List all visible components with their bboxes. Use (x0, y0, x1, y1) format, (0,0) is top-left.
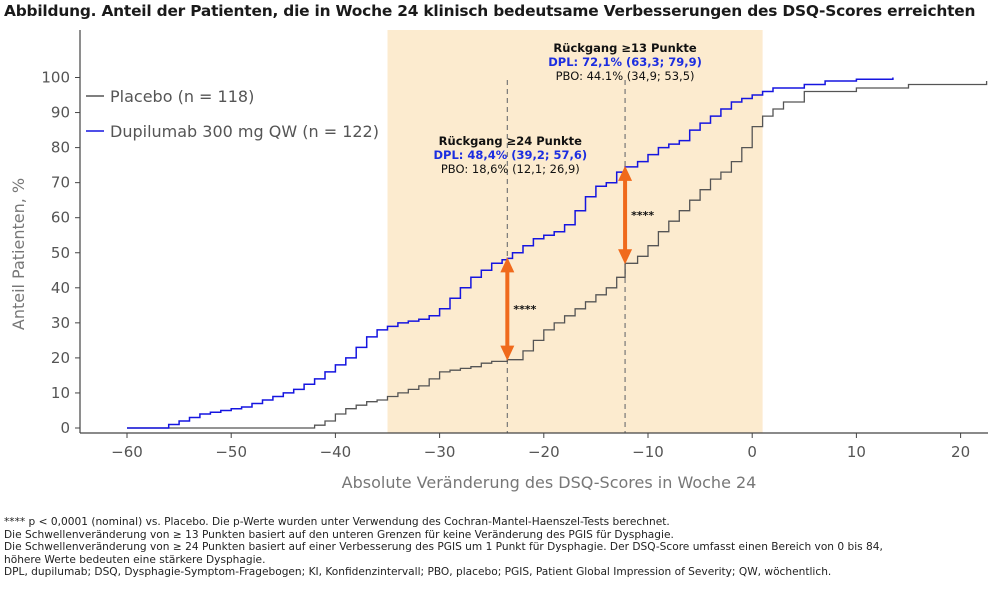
annotation-pbo-2: PBO: 44.1% (34,9; 53,5) (556, 69, 695, 83)
x-tick-label: −50 (215, 443, 247, 461)
y-tick-label: 20 (51, 349, 70, 367)
difference-arrow-head-down-1 (500, 345, 515, 361)
difference-arrow-head-up-1 (500, 257, 515, 273)
x-axis-label: Absolute Veränderung des DSQ-Scores in W… (342, 473, 757, 492)
x-tick-label: −10 (632, 443, 664, 461)
y-axis-label: Anteil Patienten, % (9, 178, 28, 330)
annotation-pbo-1: PBO: 18,6% (12,1; 26,9) (441, 162, 580, 176)
footnote-threshold-24: Die Schwellenveränderung von ≥ 24 Punkte… (4, 541, 883, 554)
x-tick-label: 20 (951, 443, 970, 461)
x-tick-label: 0 (747, 443, 757, 461)
annotation-heading-1: Rückgang ≥24 Punkte (439, 134, 583, 148)
x-tick-label: 10 (847, 443, 866, 461)
legend-label-dupilumab: Dupilumab 300 mg QW (n = 122) (110, 122, 379, 141)
y-tick-label: 30 (51, 314, 70, 332)
figure-title: Abbildung. Anteil der Patienten, die in … (4, 2, 976, 20)
y-tick-label: 100 (41, 69, 70, 87)
x-tick-label: −60 (111, 443, 143, 461)
footnote-abbreviations: DPL, dupilumab; DSQ, Dysphagie-Symptom-F… (4, 566, 832, 579)
footnote-pvalue: **** p < 0,0001 (nominal) vs. Placebo. D… (4, 516, 670, 528)
footnote-threshold-13: Die Schwellenveränderung von ≥ 13 Punkte… (4, 528, 674, 541)
annotation-dpl-2: DPL: 72,1% (63,3; 79,9) (548, 55, 702, 69)
x-tick-label: −30 (424, 443, 456, 461)
annotation-dpl-1: DPL: 48,4% (39,2; 57,6) (433, 148, 587, 162)
y-tick-label: 90 (51, 104, 70, 122)
y-tick-label: 80 (51, 139, 70, 157)
footnotes: **** p < 0,0001 (nominal) vs. Placebo. D… (4, 516, 996, 579)
annotation-heading-2: Rückgang ≥13 Punkte (553, 41, 697, 55)
difference-arrow-head-down-2 (618, 249, 633, 265)
y-tick-label: 70 (51, 174, 70, 192)
y-tick-label: 50 (51, 244, 70, 262)
x-tick-label: −20 (528, 443, 560, 461)
x-tick-label: −40 (320, 443, 352, 461)
significance-stars-2: **** (631, 209, 654, 222)
cdf-chart: **** **** −60 −50 −40 −30 −20 −10 0 10 20 0 10 20 30 4… (9, 30, 988, 492)
significance-stars-1: **** (513, 303, 536, 316)
y-tick-label: 40 (51, 279, 70, 297)
series-placebo-line (127, 81, 988, 429)
y-tick-label: 10 (51, 384, 70, 402)
series-dupilumab-line (127, 77, 894, 429)
legend-label-placebo: Placebo (n = 118) (110, 87, 254, 106)
footnote-dsq-range: höhere Werte bedeuten eine stärkere Dysp… (4, 553, 266, 566)
threshold-highlight-band (387, 30, 763, 433)
y-tick-label: 60 (51, 209, 70, 227)
difference-arrow-head-up-2 (618, 165, 633, 181)
y-tick-label: 0 (60, 419, 70, 437)
